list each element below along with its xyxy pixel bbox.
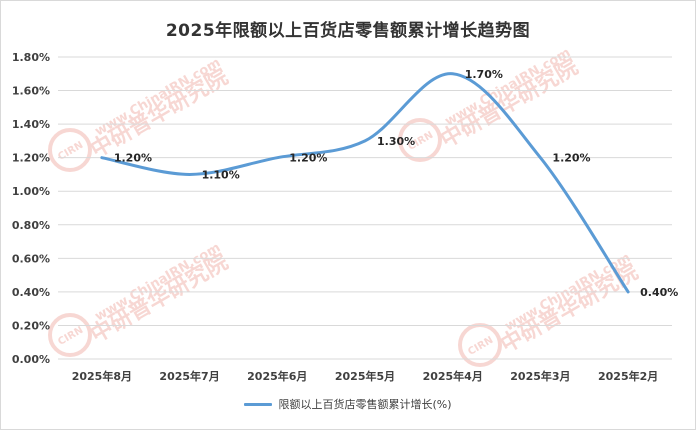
x-tick-label: 2025年2月 [598,369,658,383]
svg-text:中研普华研究院: 中研普华研究院 [496,259,642,359]
chart-title: 2025年限额以上百货店零售额累计增长趋势图 [165,21,531,41]
x-tick-label: 2025年3月 [510,369,570,383]
svg-text:中研普华研究院: 中研普华研究院 [86,64,232,164]
series-line [100,72,630,294]
y-tick-label: 0.40% [12,286,50,299]
x-tick-label: 2025年7月 [159,369,219,383]
svg-text:中研普华研究院: 中研普华研究院 [86,249,232,349]
legend[interactable]: 限额以上百货店零售额累计增长(%) [0,396,696,412]
data-label: 0.40% [640,286,678,299]
data-label: 1.20% [552,152,590,165]
svg-text:CIRN: CIRN [56,325,85,348]
svg-text:中研普华研究院: 中研普华研究院 [436,54,582,154]
y-tick-label: 1.40% [12,118,50,131]
data-label: 1.20% [114,152,152,165]
x-tick-label: 2025年5月 [335,369,395,383]
svg-text:CIRN: CIRN [56,140,85,163]
x-tick-label: 2025年6月 [247,369,307,383]
x-tick-label: 2025年8月 [72,369,132,383]
y-tick-label: 1.80% [12,51,50,64]
y-tick-label: 0.20% [12,319,50,332]
data-label: 1.20% [289,152,327,165]
svg-text:CIRN: CIRN [466,335,495,358]
data-label: 1.70% [465,68,503,81]
data-label: 1.10% [202,168,240,181]
y-tick-label: 0.80% [12,219,50,232]
legend-swatch [244,402,273,406]
y-tick-label: 1.20% [12,152,50,165]
x-tick-label: 2025年4月 [423,369,483,383]
y-tick-label: 0.00% [12,353,50,366]
y-tick-label: 1.00% [12,185,50,198]
legend-label: 限额以上百货店零售额累计增长(%) [278,398,452,411]
y-tick-label: 0.60% [12,252,50,265]
data-label: 1.30% [377,135,415,148]
y-tick-label: 1.60% [12,85,50,98]
